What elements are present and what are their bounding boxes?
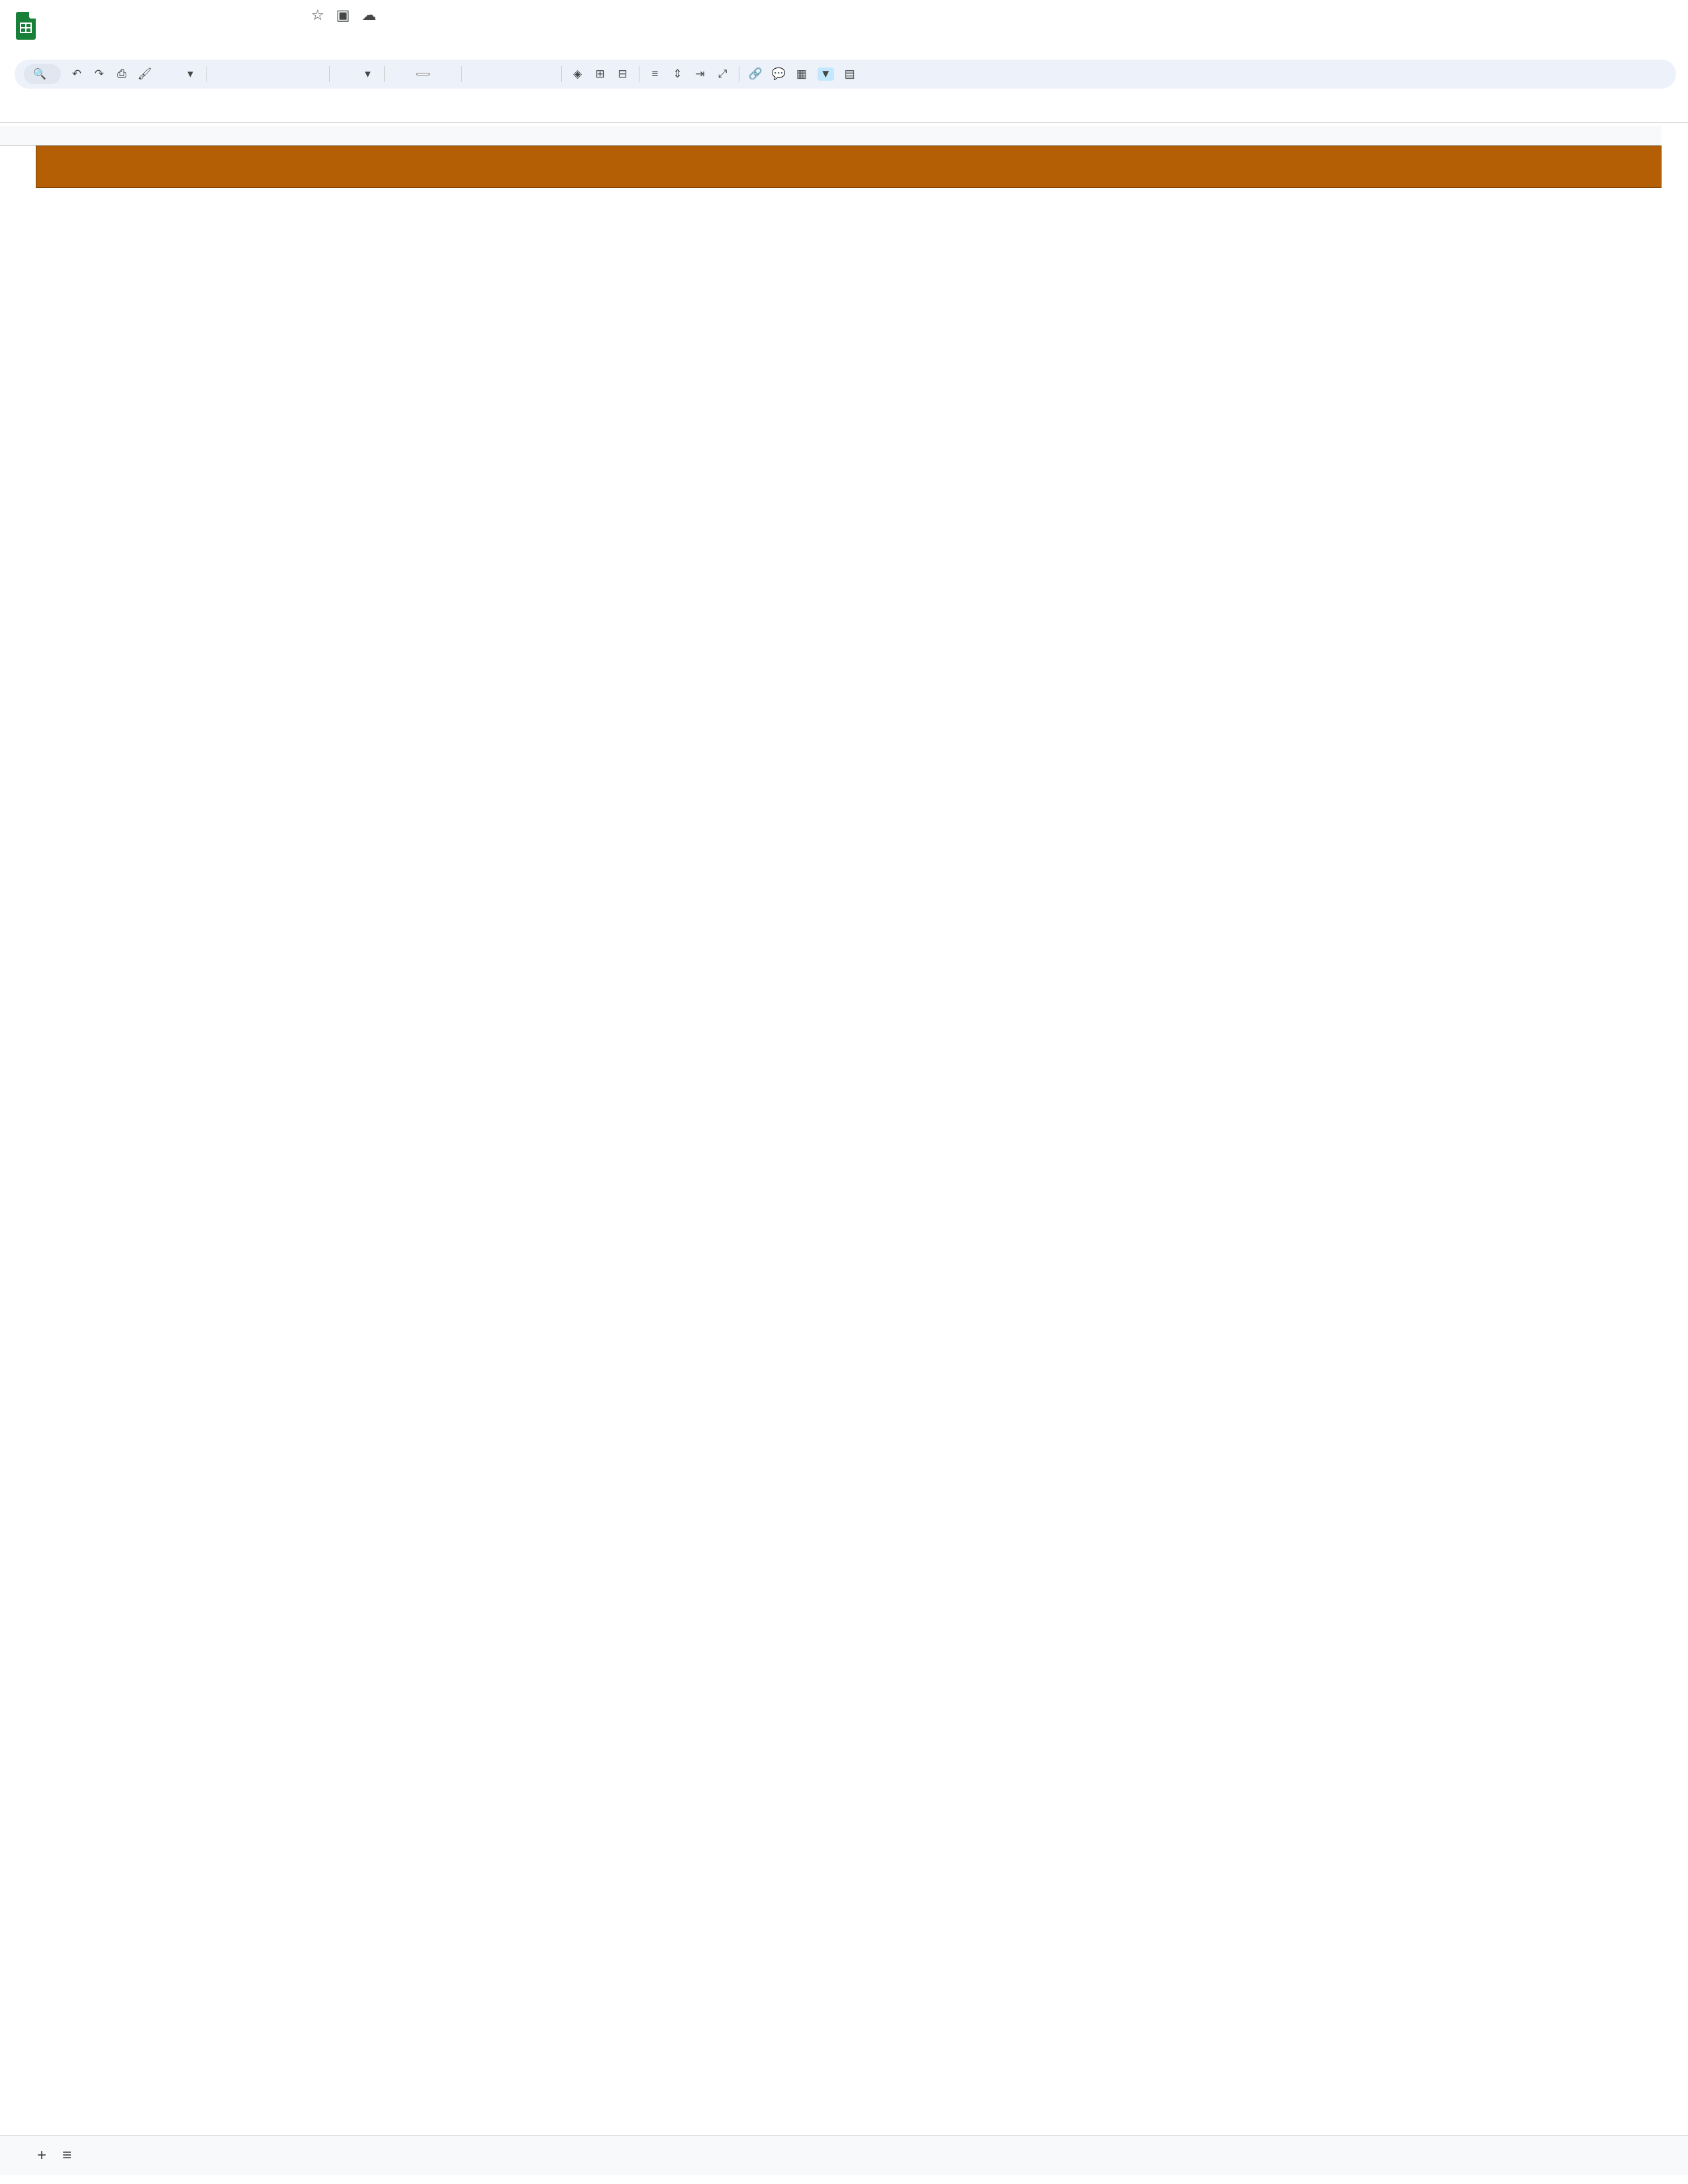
move-folder-icon[interactable]: ▣ xyxy=(336,7,350,23)
title-bar: ☆ ▣ ☁ xyxy=(0,0,1688,56)
fill-color-icon[interactable]: ◈ xyxy=(573,68,583,80)
insert-chart-icon[interactable]: ▦ xyxy=(796,68,807,80)
borders-icon[interactable]: ⊞ xyxy=(595,68,605,80)
title-actions: ☆ ▣ ☁ xyxy=(311,7,377,24)
vertical-align-icon[interactable]: ⇕ xyxy=(673,68,682,80)
print-icon[interactable]: ⎙ xyxy=(117,68,126,80)
undo-icon[interactable]: ↶ xyxy=(71,68,82,80)
toolbar-divider xyxy=(561,66,562,82)
paint-format-icon[interactable]: 🖌 xyxy=(137,68,152,80)
formula-bar xyxy=(0,101,1688,123)
text-wrap-icon[interactable]: ⇥ xyxy=(695,68,705,80)
sheets-logo-icon[interactable] xyxy=(16,12,36,40)
all-sheets-icon[interactable]: ≡ xyxy=(62,2146,72,2164)
column-headers xyxy=(0,126,1662,146)
chevron-down-icon[interactable]: ▾ xyxy=(365,68,371,80)
cloud-status-icon[interactable]: ☁ xyxy=(361,7,377,23)
text-rotation-icon[interactable]: ⤢ xyxy=(718,68,727,80)
add-sheet-icon[interactable]: + xyxy=(37,2146,47,2164)
menus-search[interactable]: 🔍 xyxy=(24,64,61,84)
search-icon: 🔍 xyxy=(33,69,46,80)
insert-link-icon[interactable]: 🔗 xyxy=(748,68,763,80)
toolbar-divider xyxy=(328,66,330,82)
sheet-grid xyxy=(0,126,1688,2124)
insert-comment-icon[interactable]: 💬 xyxy=(771,68,786,80)
filter-views-icon[interactable]: ▤ xyxy=(844,68,855,80)
chevron-down-icon[interactable]: ▾ xyxy=(187,68,193,80)
merge-cells-icon[interactable]: ⊟ xyxy=(618,68,628,80)
font-size-input[interactable] xyxy=(416,73,430,75)
toolbar: 🔍 ↶ ↷ ⎙ 🖌 ▾ ▾ ◈ ⊞ ⊟ ≡ ⇕ ⇥ ⤢ 🔗 💬 ▦ ▼ ▤ xyxy=(15,60,1676,89)
horizontal-align-icon[interactable]: ≡ xyxy=(651,68,659,80)
month-banner[interactable] xyxy=(36,146,1662,188)
toolbar-divider xyxy=(461,66,462,82)
redo-icon[interactable]: ↷ xyxy=(94,68,105,80)
toolbar-divider xyxy=(383,66,385,82)
sheet-tab-bar: + ≡ xyxy=(0,2135,1688,2175)
filter-icon[interactable]: ▼ xyxy=(817,68,834,81)
star-icon[interactable]: ☆ xyxy=(311,7,324,23)
